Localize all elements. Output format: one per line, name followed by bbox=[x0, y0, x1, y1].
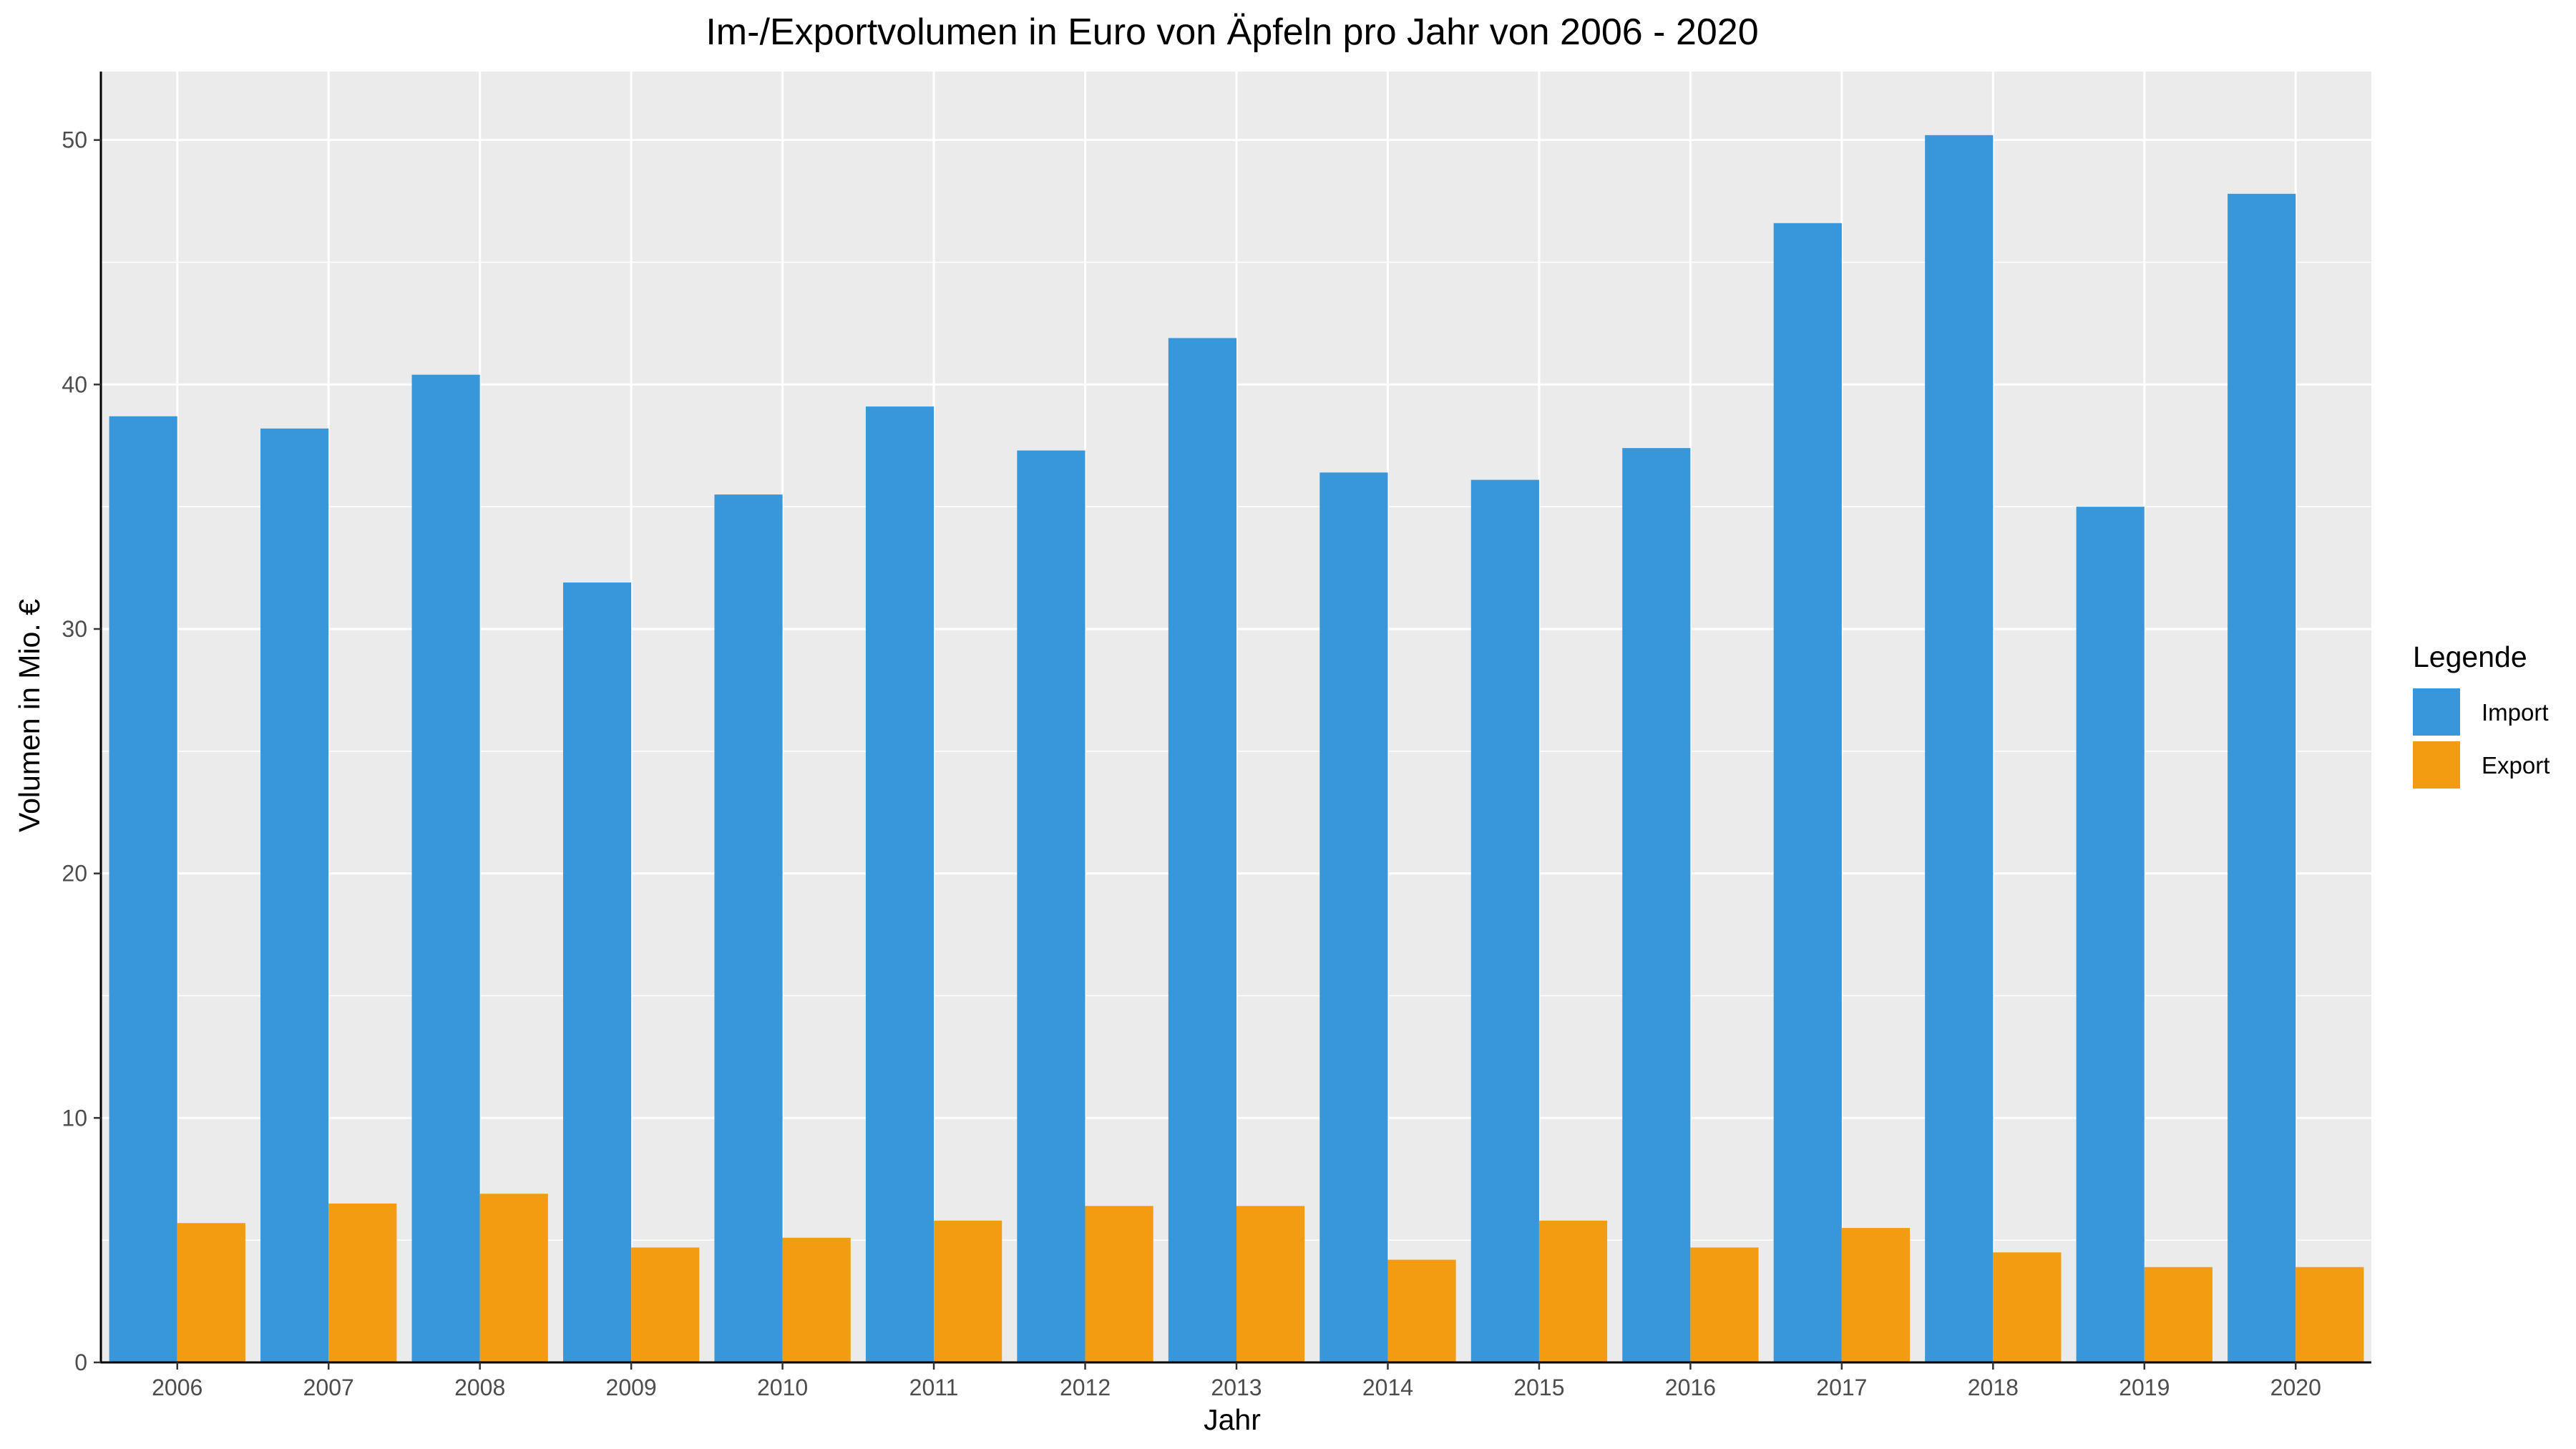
bar-export-2018 bbox=[1993, 1252, 2062, 1362]
bar-export-2020 bbox=[2296, 1267, 2364, 1362]
y-tick-label: 40 bbox=[62, 371, 87, 397]
bar-export-2017 bbox=[1841, 1228, 1911, 1362]
x-tick-label: 2011 bbox=[909, 1375, 959, 1400]
bar-export-2016 bbox=[1690, 1247, 1759, 1362]
bar-export-2010 bbox=[782, 1237, 851, 1362]
x-tick-label: 2010 bbox=[757, 1375, 808, 1400]
legend-label-import: Import bbox=[2482, 699, 2549, 726]
chart-title: Im-/Exportvolumen in Euro von Äpfeln pro… bbox=[706, 11, 1758, 53]
bar-import-2014 bbox=[1319, 472, 1388, 1363]
legend-label-export: Export bbox=[2482, 752, 2550, 779]
bar-import-2015 bbox=[1470, 479, 1539, 1363]
x-tick-label: 2009 bbox=[606, 1375, 657, 1400]
legend: Legende Import Export bbox=[2413, 640, 2550, 789]
y-axis-ticks: 0 10 20 30 40 50 bbox=[62, 127, 101, 1375]
bar-import-2013 bbox=[1168, 338, 1236, 1363]
bar-export-2014 bbox=[1387, 1259, 1456, 1362]
bar-import-2018 bbox=[1925, 135, 1994, 1362]
y-tick-label: 50 bbox=[62, 127, 87, 153]
x-tick-label: 2016 bbox=[1665, 1375, 1716, 1400]
x-tick-label: 2007 bbox=[303, 1375, 354, 1400]
legend-key-export bbox=[2413, 741, 2460, 789]
x-axis-title: Jahr bbox=[1204, 1403, 1261, 1436]
bars bbox=[109, 135, 2364, 1363]
y-tick-label: 0 bbox=[74, 1350, 87, 1375]
bar-import-2006 bbox=[109, 416, 177, 1362]
legend-items: Import Export bbox=[2413, 688, 2550, 789]
x-axis-ticks: 2006 2007 2008 2009 2010 2011 2012 2013 2014 2015… bbox=[152, 1362, 2321, 1400]
x-tick-label: 2019 bbox=[2119, 1375, 2170, 1400]
bar-export-2011 bbox=[934, 1220, 1002, 1362]
bar-import-2017 bbox=[1773, 223, 1842, 1362]
bar-export-2009 bbox=[631, 1247, 700, 1362]
x-tick-label: 2013 bbox=[1211, 1375, 1262, 1400]
legend-key-import bbox=[2413, 688, 2460, 736]
bar-export-2013 bbox=[1236, 1206, 1305, 1362]
x-tick-label: 2015 bbox=[1513, 1375, 1564, 1400]
x-tick-label: 2008 bbox=[454, 1375, 505, 1400]
bar-export-2015 bbox=[1538, 1220, 1608, 1362]
bar-import-2010 bbox=[714, 494, 783, 1363]
y-tick-label: 10 bbox=[62, 1105, 87, 1131]
bar-import-2008 bbox=[411, 374, 480, 1362]
x-tick-label: 2012 bbox=[1060, 1375, 1111, 1400]
legend-title: Legende bbox=[2413, 640, 2527, 673]
x-tick-label: 2020 bbox=[2270, 1375, 2321, 1400]
bar-export-2006 bbox=[177, 1223, 245, 1362]
bar-import-2020 bbox=[2228, 193, 2296, 1362]
x-tick-label: 2014 bbox=[1362, 1375, 1413, 1400]
x-tick-label: 2018 bbox=[1968, 1375, 2019, 1400]
y-axis-title: Volumen in Mio. € bbox=[13, 599, 46, 832]
bar-export-2007 bbox=[328, 1203, 397, 1362]
y-tick-label: 30 bbox=[62, 616, 87, 642]
bar-import-2016 bbox=[1622, 448, 1691, 1362]
bar-import-2019 bbox=[2076, 507, 2145, 1362]
x-tick-label: 2017 bbox=[1816, 1375, 1867, 1400]
bar-export-2008 bbox=[479, 1194, 548, 1362]
bar-import-2011 bbox=[865, 406, 935, 1363]
bar-import-2007 bbox=[260, 428, 329, 1363]
bar-export-2012 bbox=[1085, 1206, 1153, 1362]
x-tick-label: 2006 bbox=[152, 1375, 203, 1400]
bar-import-2012 bbox=[1017, 450, 1085, 1363]
bar-import-2009 bbox=[562, 582, 632, 1363]
bar-export-2019 bbox=[2144, 1267, 2212, 1362]
y-tick-label: 20 bbox=[62, 861, 87, 887]
